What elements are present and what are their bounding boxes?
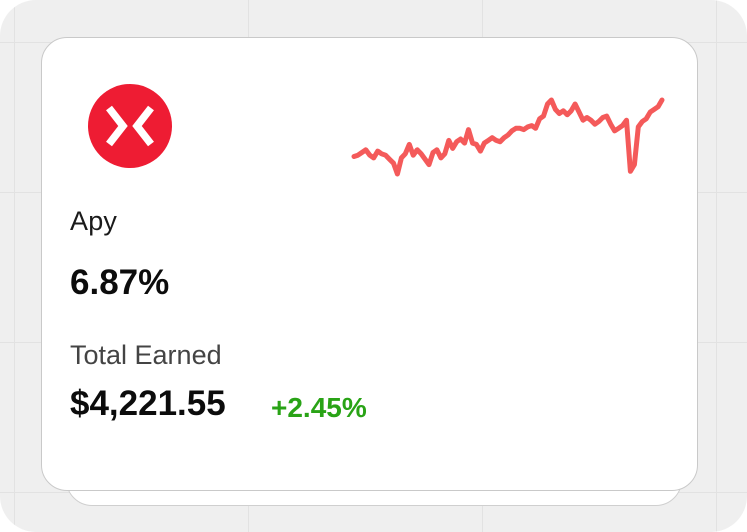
- apy-value: 6.87%: [70, 263, 170, 302]
- sparkline-path: [351, 97, 665, 177]
- earnings-card[interactable]: Apy 6.87% Total Earned $4,221.55 +2.45%: [41, 37, 698, 491]
- logo-left-chevron: [106, 105, 128, 147]
- x-arrows-logo-icon: [88, 84, 172, 168]
- total-earned-value: $4,221.55: [70, 384, 226, 423]
- percent-change-badge: +2.45%: [271, 392, 367, 423]
- logo-right-chevron: [132, 105, 154, 147]
- total-earned-label: Total Earned: [70, 340, 222, 370]
- apy-label: Apy: [70, 206, 118, 236]
- logo-circle: [88, 84, 172, 168]
- apy-sparkline-chart: [351, 97, 665, 177]
